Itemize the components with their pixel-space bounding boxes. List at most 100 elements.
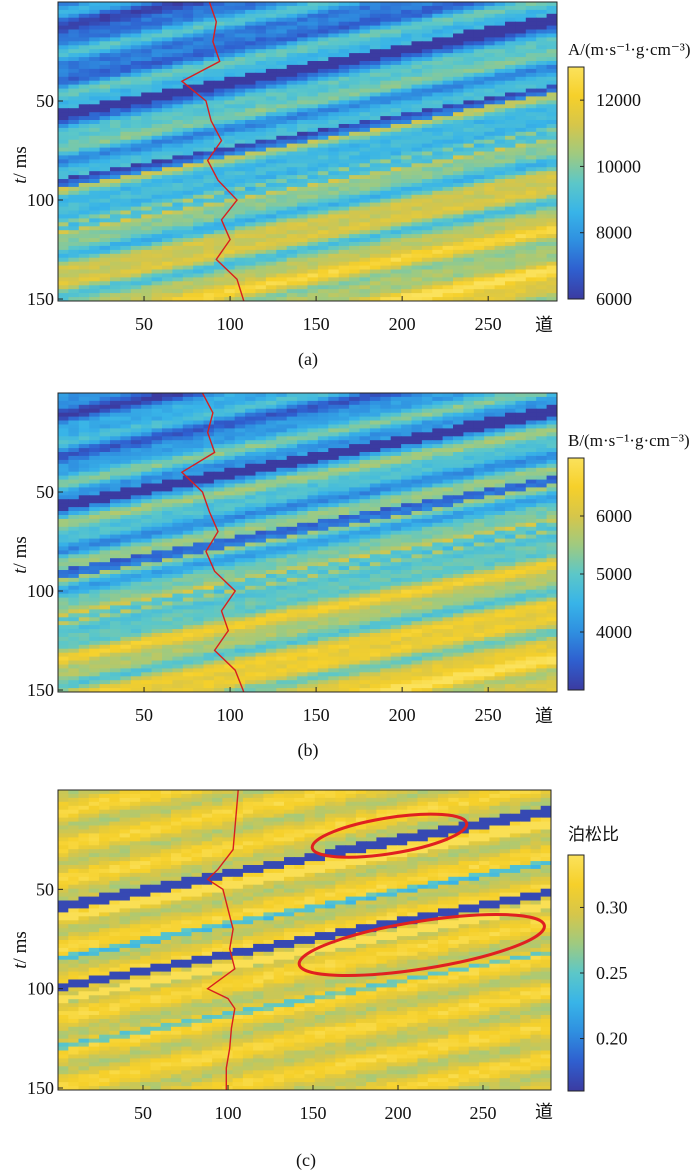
heatmap-cell xyxy=(213,285,225,290)
heatmap-cell xyxy=(78,194,90,200)
heatmap-cell xyxy=(213,222,225,227)
heatmap-cell xyxy=(172,416,184,422)
heatmap-cell xyxy=(525,57,537,62)
heatmap-cell xyxy=(245,143,257,149)
heatmap-cell xyxy=(390,393,402,398)
heatmap-cell xyxy=(89,297,101,301)
heatmap-cell xyxy=(151,253,163,259)
heatmap-cell xyxy=(380,230,392,235)
heatmap-cell xyxy=(78,293,90,298)
heatmap-cell xyxy=(505,167,516,172)
heatmap-cell xyxy=(276,249,288,255)
heatmap-cell xyxy=(162,29,173,34)
heatmap-cell xyxy=(380,261,392,267)
heatmap-cell xyxy=(89,13,101,19)
heatmap-cell xyxy=(151,33,163,38)
heatmap-cell xyxy=(151,487,163,492)
heatmap-cell xyxy=(141,230,153,235)
heatmap-cell xyxy=(172,471,184,477)
heatmap-cell xyxy=(120,151,132,156)
heatmap-cell xyxy=(453,479,464,485)
heatmap-cell xyxy=(182,33,194,38)
heatmap-cell xyxy=(224,80,236,86)
colorbar-tick-label: 8000 xyxy=(596,223,632,243)
heatmap-cell xyxy=(453,124,464,129)
heatmap-cell xyxy=(286,408,298,414)
heatmap-cell xyxy=(494,471,506,477)
heatmap-cell xyxy=(525,96,537,101)
heatmap-cell xyxy=(463,404,475,410)
heatmap-cell xyxy=(463,285,475,290)
heatmap-cell xyxy=(255,265,267,271)
heatmap-cell xyxy=(453,253,464,259)
y-label-t-a: t/ ms xyxy=(10,146,31,183)
heatmap-cell xyxy=(265,68,277,74)
heatmap-cell xyxy=(130,186,142,192)
heatmap-cell xyxy=(411,37,423,42)
heatmap-cell xyxy=(245,210,257,215)
heatmap-cell xyxy=(276,495,288,500)
heatmap-cell xyxy=(432,436,444,441)
heatmap-cell xyxy=(203,285,215,290)
heatmap-cell xyxy=(525,487,537,492)
heatmap-cell xyxy=(380,475,392,481)
heatmap-cell xyxy=(255,155,267,160)
heatmap-cell xyxy=(494,412,506,418)
heatmap-cell xyxy=(473,45,485,50)
heatmap-cell xyxy=(213,226,225,231)
heatmap-cell xyxy=(58,33,69,38)
heatmap-cell xyxy=(442,467,454,473)
heatmap-cell xyxy=(203,124,215,129)
heatmap-cell xyxy=(349,155,361,160)
heatmap-cell xyxy=(297,80,309,86)
heatmap-cell xyxy=(245,404,257,410)
heatmap-cell xyxy=(203,404,215,410)
heatmap-cell xyxy=(297,495,309,500)
heatmap-cell xyxy=(193,61,205,66)
heatmap-cell xyxy=(130,483,142,488)
heatmap-cell xyxy=(494,41,506,46)
heatmap-cell xyxy=(172,104,184,109)
heatmap-cell xyxy=(401,175,413,180)
heatmap-cell xyxy=(110,29,121,34)
heatmap-cell xyxy=(453,238,464,243)
heatmap-cell xyxy=(58,428,69,433)
heatmap-cell xyxy=(89,428,101,433)
heatmap-cell xyxy=(224,210,236,215)
heatmap-cell xyxy=(328,226,340,231)
heatmap-cell xyxy=(442,96,454,101)
heatmap-cell xyxy=(265,151,277,156)
heatmap-cell xyxy=(203,29,215,34)
heatmap-cell xyxy=(494,408,506,414)
heatmap-cell xyxy=(390,230,402,235)
heatmap-cell xyxy=(505,479,516,485)
heatmap-cell xyxy=(141,226,153,231)
heatmap-cell xyxy=(224,242,236,247)
heatmap-cell xyxy=(307,483,319,488)
heatmap-cell xyxy=(255,76,267,82)
heatmap-cell xyxy=(265,404,277,410)
heatmap-cell xyxy=(359,33,371,38)
heatmap-cell xyxy=(359,245,371,251)
heatmap-cell xyxy=(421,21,433,27)
heatmap-cell xyxy=(317,218,329,223)
heatmap-cell xyxy=(89,76,101,82)
heatmap-cell xyxy=(58,17,69,23)
heatmap-cell xyxy=(151,432,163,437)
heatmap-cell xyxy=(78,104,90,109)
heatmap-cell xyxy=(369,218,381,223)
heatmap-cell xyxy=(525,143,537,149)
heatmap-cell xyxy=(203,293,215,298)
heatmap-cell xyxy=(172,230,184,235)
heatmap-cell xyxy=(369,179,381,184)
heatmap-cell xyxy=(276,53,288,58)
heatmap-cell xyxy=(172,179,184,184)
heatmap-cell xyxy=(58,5,69,11)
heatmap-cell xyxy=(203,151,215,156)
heatmap-cell xyxy=(338,281,350,286)
heatmap-cell xyxy=(245,57,257,62)
heatmap-cell xyxy=(328,21,340,27)
heatmap-cell xyxy=(297,269,309,274)
heatmap-cell xyxy=(546,448,557,453)
